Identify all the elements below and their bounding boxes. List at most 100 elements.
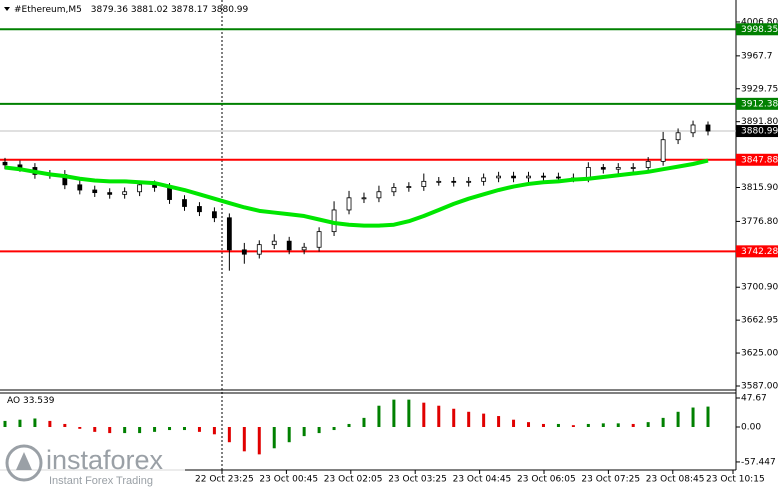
y-tick-label: 4006.80 [741, 17, 778, 27]
ao-bar [631, 423, 635, 427]
level-label: 3912.38 [741, 99, 778, 109]
candle-body [436, 180, 442, 183]
x-tick-label: 23 Oct 08:45 [646, 475, 705, 485]
ao-bar [227, 426, 231, 443]
logo: instaforex Instant Forex Trading [0, 442, 185, 489]
ao-name: AO [7, 396, 20, 406]
ao-bar [482, 413, 486, 427]
candle-body [197, 206, 202, 213]
y-tick-label: 0.00 [741, 422, 761, 432]
ao-bar [691, 407, 695, 427]
level-label-bg [736, 245, 778, 258]
symbol: #Ethereum,M5 [14, 5, 82, 15]
ao-bar [601, 423, 605, 427]
menu-arrow[interactable] [4, 7, 10, 11]
x-tick-label: 23 Oct 00:45 [259, 475, 318, 485]
candle-body [615, 167, 621, 170]
low: 3878.17 [171, 5, 208, 15]
ao-bar [197, 426, 201, 432]
y-tick-label: 3625.00 [741, 349, 778, 359]
ao-bar [33, 418, 37, 427]
candle-body [316, 231, 322, 248]
ao-bar [676, 411, 680, 427]
last-price-bg [736, 125, 778, 138]
y-tick-label: 3776.80 [741, 217, 778, 227]
high: 3881.02 [131, 5, 168, 15]
ao-bar [123, 426, 127, 434]
x-tick-label: 23 Oct 03:25 [388, 475, 447, 485]
ao-bar [212, 426, 216, 435]
y-tick-label: 3700.90 [741, 283, 778, 293]
ao-bar [272, 426, 276, 449]
candle-body [122, 191, 128, 195]
ao-bar [362, 417, 366, 427]
ao-bar [108, 426, 112, 434]
candle-body [645, 160, 651, 168]
candle-body [167, 187, 172, 200]
candle-body [361, 197, 367, 200]
candle-body [376, 191, 382, 199]
ao-bar [168, 426, 172, 431]
ao-bar [93, 426, 97, 432]
candle-body [301, 246, 307, 251]
ao-bar [616, 423, 620, 427]
ao-bar [242, 426, 246, 452]
candle-body [92, 189, 98, 194]
ao-bar [467, 411, 471, 427]
candle-body [585, 167, 591, 179]
x-tick-label: 23 Oct 06:05 [517, 475, 576, 485]
ao-bar [18, 419, 22, 427]
x-tick-label: 23 Oct 07:25 [581, 475, 640, 485]
ao-bar [347, 423, 351, 427]
candle-body [630, 167, 636, 169]
ao-bar [153, 426, 157, 432]
ao-bar [138, 426, 142, 434]
candle-body [2, 161, 8, 166]
moving-average [4, 158, 709, 228]
logo-icon [5, 444, 43, 482]
ao-bar [63, 423, 67, 427]
ao-bar [182, 426, 186, 431]
candle-body [451, 180, 457, 183]
ao-bar [407, 399, 411, 427]
candle-body [660, 139, 666, 162]
y-tick-label: 3587.00 [741, 382, 778, 392]
candle-body [226, 217, 232, 251]
y-tick-label: 3662.95 [741, 316, 778, 326]
candle-body [107, 192, 113, 195]
level-label: 3998.35 [741, 25, 778, 35]
level-label-bg [736, 97, 778, 110]
y-tick-label: 47.67 [741, 394, 767, 404]
candle-body [600, 167, 606, 170]
ao-bar [512, 419, 516, 427]
ao-label: AO 33.539 [7, 396, 55, 406]
candle-body [137, 184, 143, 193]
ao-bar [571, 425, 575, 427]
x-tick-label: 23 Oct 10:15 [706, 475, 765, 485]
ao-bar [302, 426, 306, 437]
candle-body [212, 211, 217, 219]
ao-bar [541, 423, 545, 427]
candle-body [675, 132, 681, 141]
x-tick-label: 23 Oct 02:05 [324, 475, 383, 485]
logo-name: instaforex [46, 445, 164, 475]
candle-body [271, 240, 277, 246]
candle-body [705, 124, 711, 132]
plot: 4006.80 3967.7 3929.75 3891.80 3815.90 3776.8… [0, 17, 778, 485]
candle-body [690, 124, 696, 134]
candle-body [182, 199, 187, 207]
candle-body [391, 187, 397, 193]
y-tick-label: 3967.7 [741, 51, 773, 61]
ao-bar [706, 406, 710, 427]
ao-bar [392, 399, 396, 427]
candle-body [481, 177, 487, 182]
ao-bar [646, 422, 650, 427]
candle-body [406, 186, 412, 188]
level-label-bg [736, 153, 778, 166]
ao-bar [527, 422, 531, 427]
logo-bg [0, 442, 185, 489]
ao-bar [3, 420, 7, 427]
ao-bar [586, 423, 590, 427]
